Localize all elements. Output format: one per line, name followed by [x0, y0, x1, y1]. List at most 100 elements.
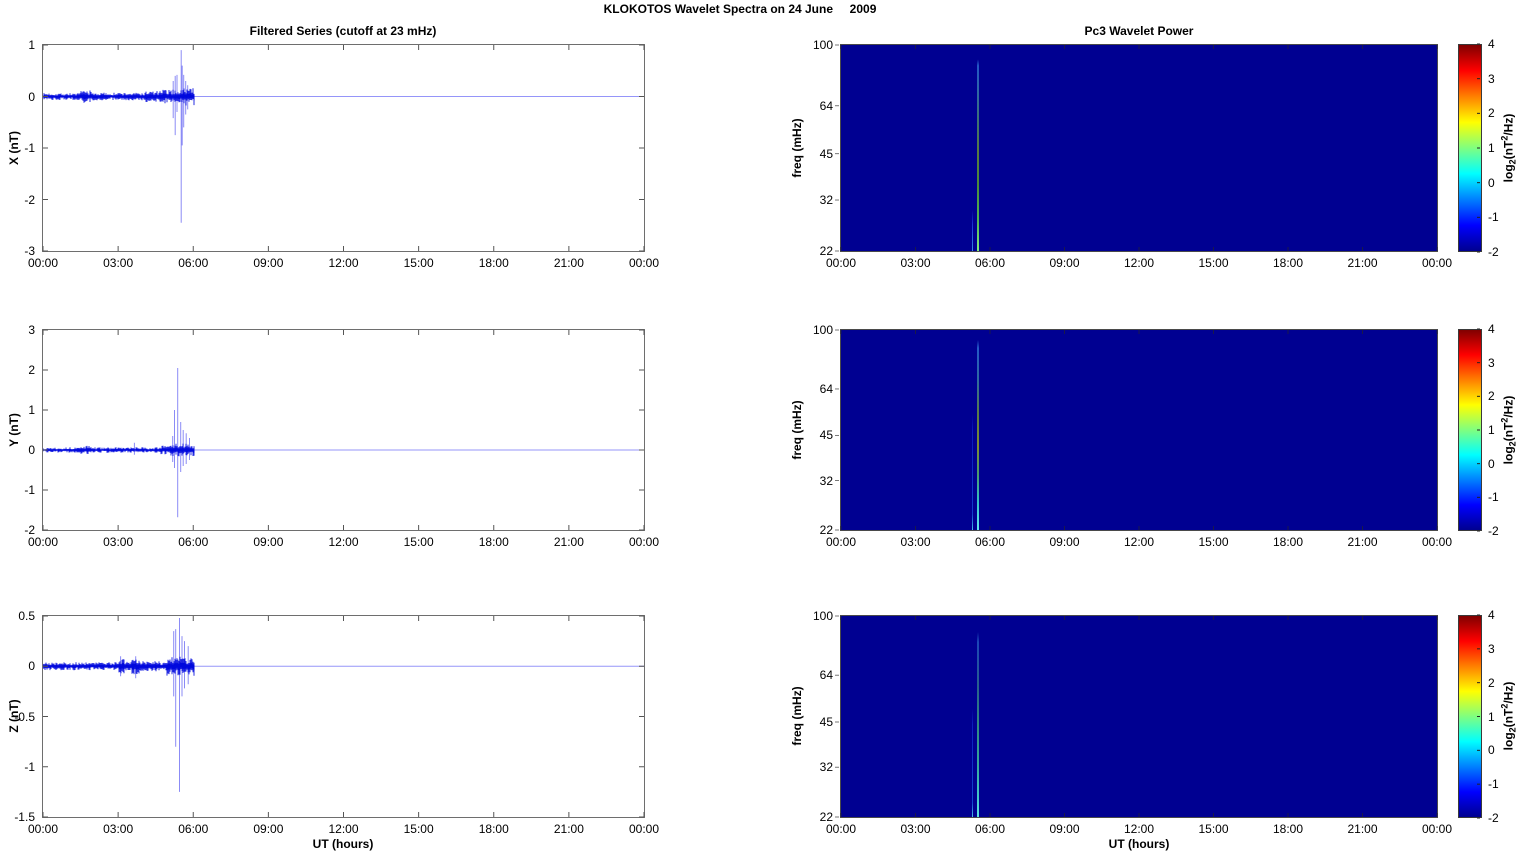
x-tick-label: 00:00: [628, 535, 660, 549]
x-tick-label: 09:00: [1049, 256, 1080, 270]
colorbar-tick-label: -2: [1488, 524, 1499, 538]
y-tick-label: 1: [28, 38, 35, 52]
x-tick-label: 03:00: [900, 822, 931, 836]
colorbar-label-2: log2(nT2/Hz): [1499, 395, 1518, 465]
x-tick-label: 09:00: [253, 822, 284, 836]
cb-label-sub: 2: [1507, 727, 1518, 733]
x-tick-label: 03:00: [900, 256, 931, 270]
x-tick-label: 15:00: [1198, 535, 1229, 549]
wavelet-power-event: [976, 330, 979, 530]
timeseries-panel-z: [42, 615, 645, 818]
cb-label-part: /Hz): [1501, 681, 1516, 704]
x-tick-label: 00:00: [27, 256, 59, 270]
y-tick-label: -3: [24, 244, 35, 258]
x-axis-label-right: UT (hours): [1108, 837, 1170, 851]
colorbar-tick-label: -2: [1488, 811, 1499, 825]
x-tick-label: 00:00: [825, 822, 857, 836]
x-tick-label: 00:00: [27, 535, 59, 549]
colorbar-tick-label: 3: [1488, 355, 1495, 370]
y-tick-label: 0.5: [18, 609, 35, 623]
wavelet-power-event: [971, 330, 973, 530]
spectrogram-panel-y: [840, 329, 1438, 531]
colorbar-y: [1458, 329, 1482, 531]
freq-tick-label: 32: [819, 473, 833, 488]
colorbar-tick-label: 3: [1488, 71, 1495, 86]
y-tick-label: 1: [28, 403, 35, 417]
wavelet-power-event: [976, 45, 979, 251]
x-tick-label: 18:00: [478, 822, 509, 836]
x-tick-label: 18:00: [1272, 822, 1304, 836]
x-tick-label: 00:00: [628, 822, 660, 836]
x-tick-label: 21:00: [1347, 535, 1378, 549]
colorbar-label-3: log2(nT2/Hz): [1499, 681, 1518, 751]
x-tick-label: 18:00: [478, 535, 509, 549]
figure-title: KLOKOTOS Wavelet Spectra on 24 June 2009: [603, 2, 877, 16]
colorbar-tick-label: -2: [1488, 245, 1499, 259]
cb-label-part: log: [1501, 446, 1516, 465]
wavelet-power-event: [971, 616, 973, 817]
freq-axis-label-1: freq (mHz): [790, 118, 804, 178]
x-tick-label: 06:00: [974, 256, 1006, 270]
x-tick-label: 06:00: [178, 256, 209, 270]
cb-label-part: (nT: [1501, 708, 1516, 728]
wavelet-power-event: [976, 616, 979, 817]
x-tick-label: 06:00: [974, 535, 1006, 549]
cb-label-part: (nT: [1501, 422, 1516, 442]
y-axis-label-x: X (nT): [7, 131, 21, 165]
x-tick-label: 12:00: [1123, 256, 1155, 270]
x-tick-label: 12:00: [1123, 535, 1155, 549]
colorbar-tick-label: 0: [1488, 456, 1495, 471]
y-tick-label: 0: [28, 659, 35, 674]
cb-label-part: /Hz): [1501, 113, 1516, 136]
colorbar-tick-label: 4: [1488, 322, 1495, 336]
x-tick-label: 00:00: [825, 256, 857, 270]
x-tick-label: 15:00: [403, 535, 434, 549]
x-tick-label: 03:00: [103, 256, 134, 270]
x-tick-label: 06:00: [974, 822, 1006, 836]
colorbar-tick-label: 2: [1488, 675, 1495, 690]
x-tick-label: 09:00: [1049, 535, 1080, 549]
freq-tick-label: 100: [812, 609, 833, 623]
freq-tick-label: 100: [812, 323, 833, 337]
colorbar-tick-label: 4: [1488, 37, 1495, 51]
x-tick-label: 03:00: [103, 535, 134, 549]
freq-axis-label-2: freq (mHz): [790, 400, 804, 460]
timeseries-panel-y: [42, 329, 645, 531]
cb-label-part: log: [1501, 164, 1516, 183]
freq-tick-label: 64: [819, 381, 833, 396]
colorbar-tick-label: 1: [1488, 709, 1495, 724]
freq-tick-label: 64: [819, 98, 833, 113]
x-tick-label: 12:00: [328, 535, 359, 549]
cb-label-part: /Hz): [1501, 395, 1516, 418]
cb-label-sup: 2: [1499, 135, 1510, 141]
y-tick-label: 3: [28, 323, 35, 337]
x-tick-label: 15:00: [403, 822, 434, 836]
cb-label-sup: 2: [1499, 703, 1510, 709]
y-tick-label: -1: [24, 141, 35, 155]
x-tick-label: 21:00: [553, 535, 584, 549]
spectrogram-panel-x: [840, 44, 1438, 252]
cb-label-sub: 2: [1507, 441, 1518, 447]
freq-tick-label: 22: [819, 810, 833, 824]
x-tick-label: 21:00: [1347, 256, 1378, 270]
x-tick-label: 18:00: [478, 256, 509, 270]
x-tick-label: 15:00: [1198, 822, 1229, 836]
freq-tick-label: 100: [812, 38, 833, 52]
x-tick-label: 00:00: [1421, 256, 1453, 270]
x-tick-label: 15:00: [403, 256, 434, 270]
x-tick-label: 00:00: [1421, 535, 1453, 549]
cb-label-sub: 2: [1507, 159, 1518, 165]
x-tick-label: 03:00: [900, 535, 931, 549]
y-axis-label-y: Y (nT): [7, 413, 21, 447]
x-tick-label: 00:00: [628, 256, 660, 270]
freq-tick-label: 64: [819, 668, 833, 683]
freq-axis-label-3: freq (mHz): [790, 686, 804, 746]
x-tick-label: 09:00: [253, 535, 284, 549]
x-tick-label: 03:00: [103, 822, 134, 836]
freq-tick-label: 32: [819, 193, 833, 208]
x-tick-label: 18:00: [1272, 535, 1304, 549]
x-tick-label: 12:00: [1123, 822, 1155, 836]
colorbar-tick-label: 1: [1488, 423, 1495, 437]
cb-label-part: log: [1501, 732, 1516, 751]
colorbar-tick-label: 0: [1488, 743, 1495, 758]
